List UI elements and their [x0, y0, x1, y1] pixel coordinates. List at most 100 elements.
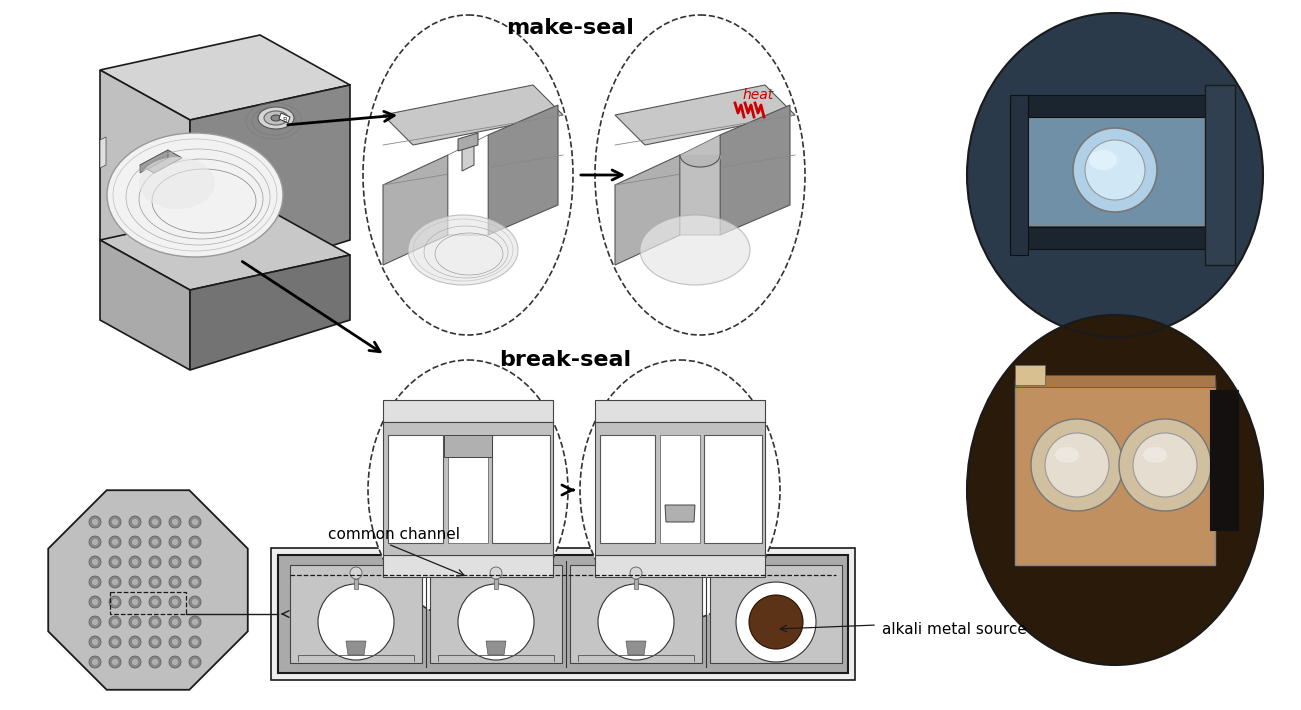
Circle shape [150, 596, 161, 608]
Circle shape [172, 658, 178, 665]
Circle shape [169, 616, 181, 628]
Circle shape [150, 576, 161, 588]
Circle shape [91, 579, 99, 586]
Circle shape [189, 616, 200, 628]
Bar [600, 435, 654, 543]
Circle shape [150, 516, 161, 528]
Bar [431, 565, 562, 663]
Circle shape [1133, 433, 1197, 497]
Bar [570, 565, 703, 663]
Circle shape [109, 636, 121, 648]
Circle shape [88, 576, 101, 588]
Circle shape [91, 658, 99, 665]
Circle shape [88, 656, 101, 668]
Circle shape [131, 658, 138, 665]
Circle shape [1073, 128, 1157, 212]
Circle shape [630, 567, 641, 579]
Ellipse shape [363, 15, 572, 335]
Circle shape [1030, 419, 1123, 511]
Circle shape [129, 576, 141, 588]
Circle shape [131, 638, 138, 645]
Circle shape [112, 658, 118, 665]
Polygon shape [100, 137, 105, 168]
Circle shape [150, 636, 161, 648]
Circle shape [88, 636, 101, 648]
Text: heat: heat [743, 88, 774, 102]
Circle shape [109, 536, 121, 548]
Polygon shape [680, 135, 719, 235]
Bar [595, 555, 765, 577]
Circle shape [131, 559, 138, 565]
Circle shape [91, 538, 99, 545]
Circle shape [109, 616, 121, 628]
Bar [704, 435, 762, 543]
Circle shape [350, 567, 362, 579]
Circle shape [189, 596, 200, 608]
Circle shape [172, 638, 178, 645]
Circle shape [191, 638, 199, 645]
Circle shape [169, 516, 181, 528]
Circle shape [109, 516, 121, 528]
Circle shape [112, 559, 118, 565]
Circle shape [150, 656, 161, 668]
Circle shape [169, 596, 181, 608]
Circle shape [112, 638, 118, 645]
Circle shape [151, 559, 159, 565]
Circle shape [91, 638, 99, 645]
Polygon shape [458, 133, 477, 151]
Bar [111, 592, 186, 614]
Circle shape [88, 536, 101, 548]
Ellipse shape [580, 360, 781, 620]
Circle shape [1085, 140, 1145, 200]
Circle shape [109, 556, 121, 568]
Circle shape [131, 579, 138, 586]
Circle shape [112, 538, 118, 545]
Circle shape [169, 556, 181, 568]
Circle shape [490, 567, 502, 579]
Circle shape [458, 584, 533, 660]
Polygon shape [615, 85, 795, 145]
Circle shape [191, 518, 199, 525]
Circle shape [1045, 433, 1108, 497]
Circle shape [191, 658, 199, 665]
Circle shape [151, 518, 159, 525]
Circle shape [151, 579, 159, 586]
Circle shape [150, 556, 161, 568]
Circle shape [109, 576, 121, 588]
Circle shape [150, 536, 161, 548]
Circle shape [91, 559, 99, 565]
Polygon shape [100, 35, 350, 120]
Polygon shape [190, 255, 350, 370]
Ellipse shape [409, 215, 518, 285]
Polygon shape [665, 505, 695, 522]
Bar [382, 400, 553, 422]
Polygon shape [626, 641, 647, 655]
Circle shape [191, 559, 199, 565]
Bar [1020, 227, 1210, 249]
Ellipse shape [258, 107, 294, 129]
Circle shape [129, 536, 141, 548]
Circle shape [151, 618, 159, 626]
Bar [1210, 390, 1239, 530]
Circle shape [129, 616, 141, 628]
Circle shape [189, 636, 200, 648]
Circle shape [151, 599, 159, 606]
Bar [634, 579, 637, 589]
Bar [448, 457, 488, 543]
Polygon shape [100, 205, 350, 290]
Bar [595, 422, 765, 555]
Circle shape [112, 599, 118, 606]
Bar [444, 435, 492, 457]
Polygon shape [48, 490, 247, 690]
Circle shape [88, 516, 101, 528]
Polygon shape [615, 155, 680, 265]
Polygon shape [278, 113, 290, 123]
Circle shape [109, 656, 121, 668]
Circle shape [112, 579, 118, 586]
Polygon shape [141, 150, 182, 173]
Circle shape [736, 582, 816, 662]
Circle shape [172, 559, 178, 565]
Circle shape [191, 579, 199, 586]
Polygon shape [719, 105, 790, 235]
Ellipse shape [967, 13, 1263, 337]
